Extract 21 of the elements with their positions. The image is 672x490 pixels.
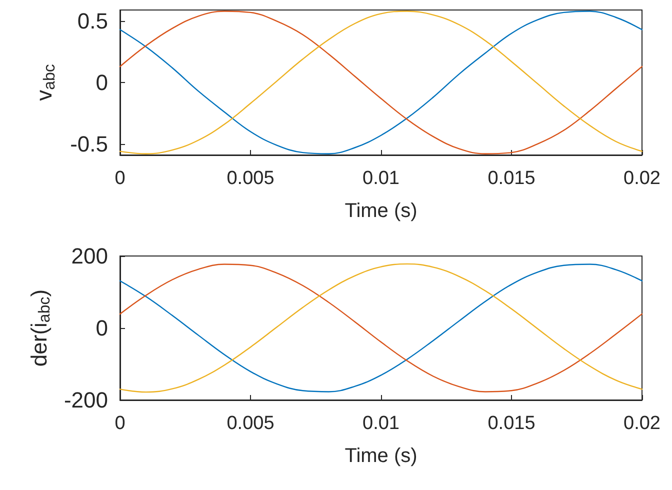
line-series bbox=[119, 10, 643, 154]
x-tick-label: 0.01 bbox=[362, 413, 400, 434]
y-tick-label: 200 bbox=[71, 244, 108, 268]
y-tick-label: -200 bbox=[64, 388, 108, 412]
y-tick-label: 0 bbox=[96, 316, 108, 340]
y-axis-title: vabc bbox=[32, 64, 58, 101]
y-axis-title: der(iabc) bbox=[26, 289, 54, 367]
x-tick-label: 0.02 bbox=[624, 413, 660, 434]
x-tick-label: 0.01 bbox=[362, 168, 400, 189]
x-tick-label: 0 bbox=[114, 413, 126, 434]
x-tick-label: 0.005 bbox=[226, 168, 274, 189]
x-tick-label: 0 bbox=[114, 168, 126, 189]
x-axis-title: Time (s) bbox=[344, 200, 418, 222]
x-tick-label: 0.015 bbox=[488, 168, 536, 189]
y-tick-label: 0 bbox=[96, 70, 108, 95]
x-tick-label: 0.015 bbox=[488, 413, 536, 434]
y-tick-label: 0.5 bbox=[77, 8, 108, 34]
y-tick-label: -0.5 bbox=[70, 131, 108, 156]
x-tick-label: 0.02 bbox=[624, 168, 660, 189]
x-axis-title: Time (s) bbox=[344, 445, 418, 467]
x-tick-label: 0.005 bbox=[226, 413, 274, 434]
